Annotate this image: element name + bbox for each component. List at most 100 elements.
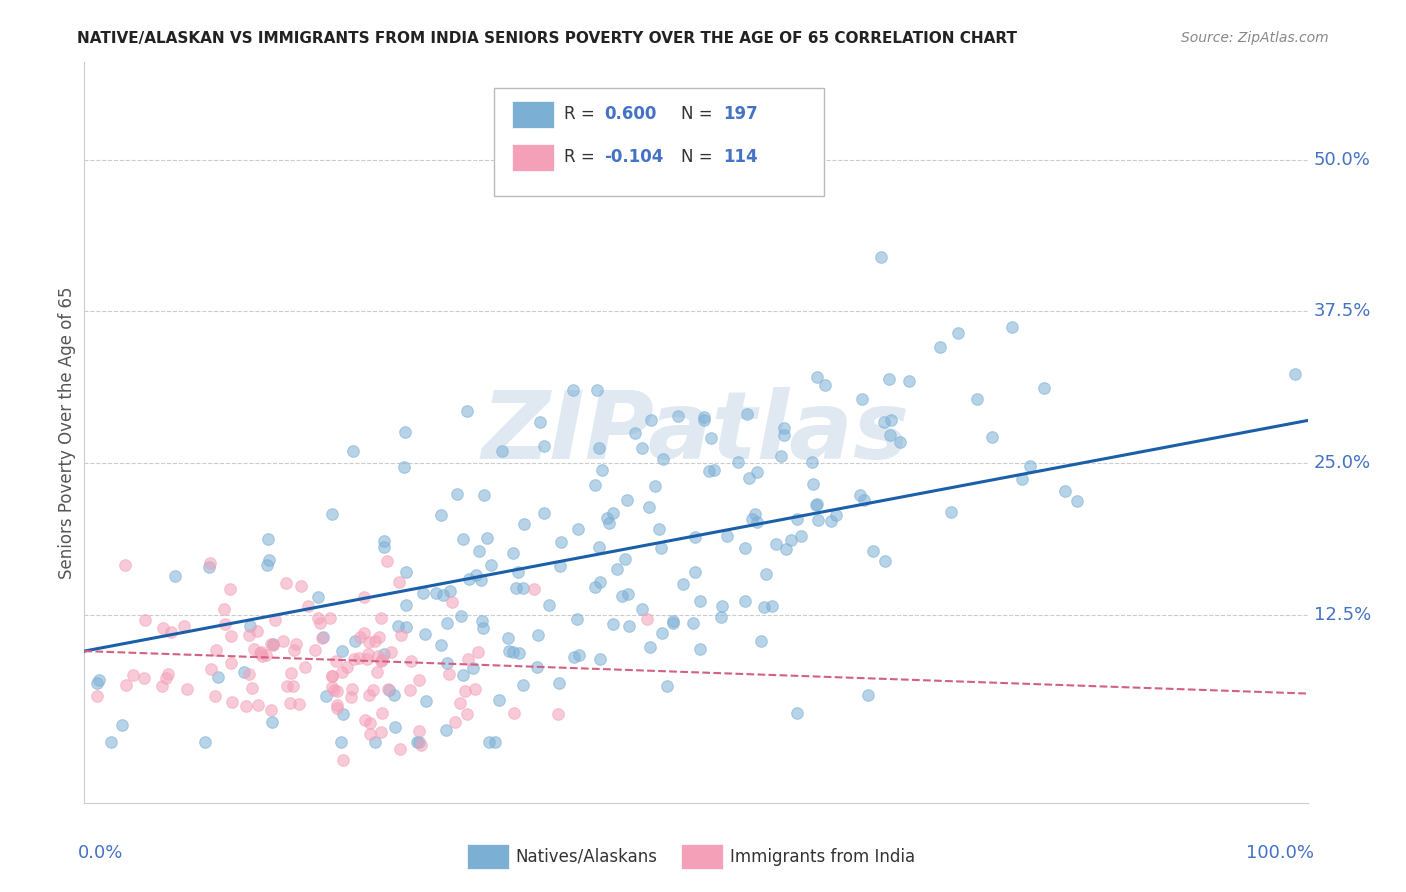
Point [356, 652, 378, 666]
Point [342, 443, 364, 458]
Point [276, 679, 298, 693]
Point [806, 497, 828, 511]
Point [1032, 381, 1054, 395]
Point [260, 714, 283, 729]
Point [548, 559, 571, 574]
Point [491, 444, 513, 458]
Point [321, 680, 343, 694]
Point [699, 431, 721, 445]
Point [877, 372, 900, 386]
Point [256, 558, 278, 572]
Point [980, 430, 1002, 444]
Point [734, 541, 756, 556]
Text: Immigrants from India: Immigrants from India [730, 848, 915, 866]
Point [330, 665, 353, 679]
Point [755, 567, 778, 582]
Point [451, 668, 474, 682]
Point [429, 639, 451, 653]
Point [451, 533, 474, 547]
Text: Natives/Alaskans: Natives/Alaskans [515, 848, 657, 866]
Point [198, 557, 221, 571]
Point [616, 492, 638, 507]
Point [689, 594, 711, 608]
Point [207, 670, 229, 684]
Point [446, 486, 468, 500]
Point [111, 718, 134, 732]
Point [373, 647, 395, 661]
Point [727, 455, 749, 469]
Point [650, 541, 672, 555]
Point [496, 631, 519, 645]
Point [814, 378, 837, 392]
FancyBboxPatch shape [513, 144, 554, 170]
Point [512, 581, 534, 595]
Point [870, 251, 893, 265]
Text: 37.5%: 37.5% [1313, 302, 1371, 320]
Point [631, 441, 654, 455]
Point [437, 666, 460, 681]
Point [441, 595, 464, 609]
Point [395, 565, 418, 579]
Point [246, 624, 269, 638]
Point [359, 727, 381, 741]
Point [939, 505, 962, 519]
Point [430, 508, 453, 522]
Point [465, 567, 488, 582]
Point [588, 441, 610, 455]
Point [505, 582, 527, 596]
Text: 12.5%: 12.5% [1313, 606, 1371, 624]
Point [238, 628, 260, 642]
Point [631, 602, 654, 616]
Point [114, 558, 136, 572]
Point [342, 681, 364, 696]
Point [682, 616, 704, 631]
Point [862, 544, 884, 558]
Point [745, 178, 768, 193]
Point [370, 724, 392, 739]
Point [359, 689, 381, 703]
Point [449, 696, 471, 710]
Point [880, 413, 903, 427]
Point [1284, 367, 1306, 381]
Point [134, 613, 156, 627]
Point [502, 645, 524, 659]
Point [368, 630, 391, 644]
Text: 114: 114 [723, 148, 758, 166]
Point [377, 554, 399, 568]
FancyBboxPatch shape [513, 101, 554, 128]
Point [454, 683, 477, 698]
Point [786, 511, 808, 525]
Point [260, 637, 283, 651]
Point [287, 698, 309, 712]
Point [948, 326, 970, 340]
Point [257, 552, 280, 566]
Point [875, 554, 897, 568]
Point [636, 612, 658, 626]
Point [770, 450, 793, 464]
Point [294, 660, 316, 674]
Point [786, 706, 808, 720]
Point [378, 682, 401, 697]
Point [456, 706, 478, 721]
Point [332, 707, 354, 722]
Point [380, 645, 402, 659]
Point [617, 618, 640, 632]
Point [526, 659, 548, 673]
Point [343, 652, 366, 666]
Point [1066, 494, 1088, 508]
Point [242, 641, 264, 656]
Point [567, 611, 589, 625]
Point [262, 638, 284, 652]
Point [652, 451, 675, 466]
Point [458, 572, 481, 586]
Point [1011, 472, 1033, 486]
Point [235, 698, 257, 713]
Point [747, 515, 769, 529]
Point [388, 741, 411, 756]
Point [200, 662, 222, 676]
Point [710, 599, 733, 614]
Point [359, 715, 381, 730]
Point [806, 369, 828, 384]
Point [408, 724, 430, 739]
Point [481, 558, 503, 573]
